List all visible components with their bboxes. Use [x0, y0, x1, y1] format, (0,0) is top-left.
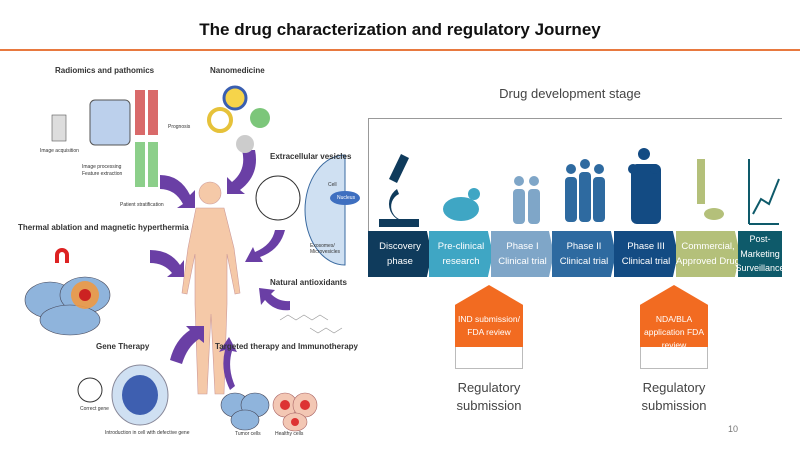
large-group-icon — [628, 148, 661, 224]
stage-phase-2: Phase II Clinical trial — [552, 231, 616, 277]
section-label: Thermal ablation and magnetic hypertherm… — [18, 223, 189, 232]
mouse-icon — [443, 188, 480, 221]
section-label: Targeted therapy and Immunotherapy — [215, 342, 358, 351]
submission-caption: Regulatory submission — [456, 380, 522, 413]
section-label: Radiomics and pathomics — [55, 66, 155, 75]
caption: Exosomes/ Microvesicles — [310, 243, 341, 255]
caption: Image processing — [82, 164, 122, 170]
caption: Prognosis — [168, 124, 191, 130]
chart-growth-icon — [748, 159, 780, 225]
slide-title: The drug characterization and regulatory… — [199, 20, 601, 39]
caption: Introduction in cell with defective gene — [105, 430, 190, 436]
stage-preclinical: Pre-clinical research — [429, 231, 493, 277]
stage-icons-frame — [368, 118, 782, 231]
stage-phase-3: Phase III Clinical trial — [614, 231, 678, 277]
illustration-graphics — [24, 85, 360, 432]
title-divider — [0, 49, 800, 51]
section-label: Gene Therapy — [96, 342, 150, 351]
medium-group-icon — [565, 159, 605, 222]
therapy-illustration: Radiomics and pathomics Nanomedicine Ext… — [10, 60, 370, 440]
caption: Patient stratification — [120, 202, 164, 208]
caption: Correct gene — [80, 406, 109, 412]
microscope-icon — [379, 154, 419, 227]
section-label: Natural antioxidants — [270, 278, 347, 287]
page-number: 10 — [728, 424, 739, 434]
stage-discovery: Discovery phase — [368, 231, 432, 277]
submission-placeholder — [455, 347, 523, 369]
ind-submission-box: IND submission/ FDA review — [455, 285, 523, 347]
submission-placeholder — [640, 347, 708, 369]
stage-phase-1: Phase I Clinical trial — [491, 231, 554, 277]
submission-caption: Regulatory submission — [641, 380, 707, 413]
nda-bla-box: NDA/BLA application FDA review — [640, 285, 708, 347]
caption: Image acquisition — [40, 148, 79, 154]
caption: Tumor cells — [235, 431, 261, 437]
syringe-pill-icon — [697, 159, 724, 220]
arrow-icons — [150, 150, 290, 390]
caption: Nucleus — [337, 195, 356, 201]
stage-post-marketing: Post-Marketing Surveillance — [735, 231, 785, 277]
section-label: Extracellular vesicles — [270, 152, 352, 161]
section-label: Nanomedicine — [210, 66, 265, 75]
stage-icons — [379, 148, 780, 227]
small-group-icon — [513, 176, 540, 224]
caption: Healthy cells — [275, 431, 304, 437]
human-body-icon — [181, 181, 241, 395]
caption: Cell — [328, 182, 337, 188]
stage-commercial: Commercial, Approved Drug — [676, 231, 740, 277]
stage-heading: Drug development stage — [499, 86, 641, 101]
caption: Feature extraction — [82, 171, 123, 177]
